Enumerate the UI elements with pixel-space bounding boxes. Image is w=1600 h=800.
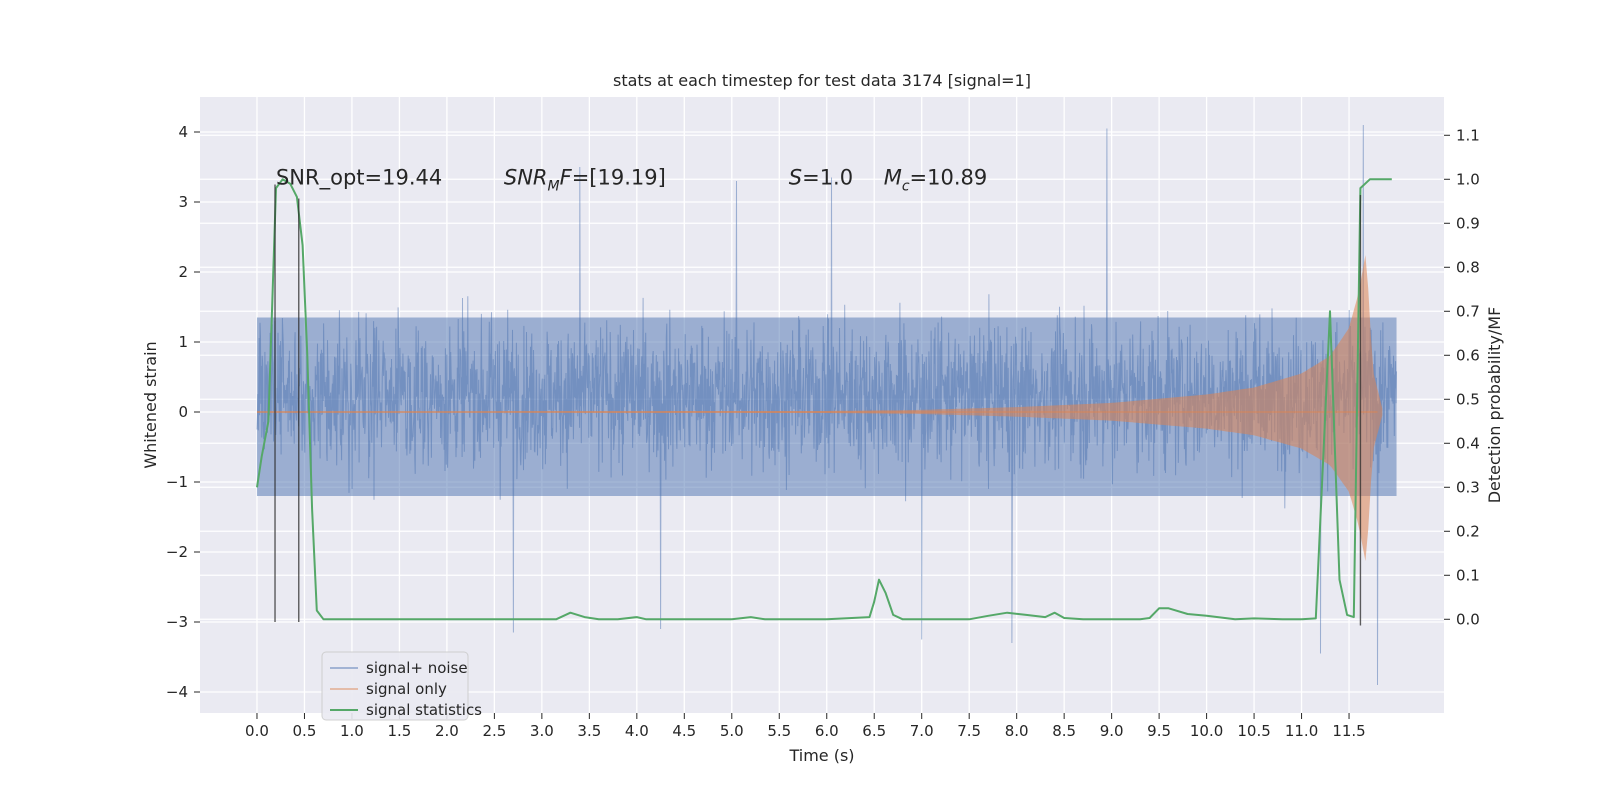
x-tick-label: 6.5 xyxy=(862,722,886,740)
y-right-tick-label: 0.9 xyxy=(1456,214,1480,232)
y-right-tick-label: 0.4 xyxy=(1456,434,1480,452)
y-tick-label: −1 xyxy=(166,473,188,491)
series-layer xyxy=(256,124,1397,686)
series-signal-only xyxy=(257,255,1383,562)
y-axis-label: Whitened strain xyxy=(141,341,160,468)
legend-label: signal statistics xyxy=(366,701,482,719)
y-right-tick-label: 1.1 xyxy=(1456,126,1480,144)
y-axis-ticks: −4 −3 −2 −1 0 1 2 3 4 xyxy=(166,123,200,701)
x-tick-label: 7.5 xyxy=(957,722,981,740)
x-tick-label: 6.0 xyxy=(815,722,839,740)
y-axis-right-ticks: 0.0 0.1 0.2 0.3 0.4 0.5 0.6 0.7 0.8 0.9 1.0 1.1 xyxy=(1444,126,1480,628)
x-tick-label: 10.0 xyxy=(1190,722,1223,740)
y-right-tick-label: 0.5 xyxy=(1456,390,1480,408)
y-tick-label: −4 xyxy=(166,683,188,701)
x-tick-label: 11.5 xyxy=(1332,722,1365,740)
legend-label: signal only xyxy=(366,680,447,698)
legend-box xyxy=(321,651,469,721)
stat-annotation: Mc=10.89 xyxy=(884,166,988,195)
y-right-tick-label: 0.1 xyxy=(1456,566,1480,584)
x-tick-label: 9.5 xyxy=(1147,722,1171,740)
annotations: SNR_opt=19.44 SNRMF=[19.19] S=1.0 Mc=10.89 xyxy=(276,166,987,195)
x-tick-label: 9.0 xyxy=(1100,722,1124,740)
x-tick-label: 4.5 xyxy=(672,722,696,740)
x-tick-label: 5.5 xyxy=(767,722,791,740)
stat-annotation: SNRMF=[19.19] xyxy=(504,166,666,195)
legend-label: signal+ noise xyxy=(366,659,468,677)
y-tick-label: 0 xyxy=(178,403,188,421)
y-right-tick-label: 0.3 xyxy=(1456,478,1480,496)
x-tick-label: 3.0 xyxy=(530,722,554,740)
x-tick-label: 0.5 xyxy=(293,722,317,740)
legend: signal+ noise signal only signal statistic… xyxy=(321,651,482,721)
x-tick-label: 10.5 xyxy=(1237,722,1270,740)
x-tick-label: 8.0 xyxy=(1005,722,1029,740)
x-tick-label: 3.5 xyxy=(577,722,601,740)
x-tick-label: 11.0 xyxy=(1285,722,1318,740)
stat-annotation: S=1.0 xyxy=(789,166,853,190)
x-tick-label: 2.5 xyxy=(482,722,506,740)
y-right-tick-label: 0.6 xyxy=(1456,346,1480,364)
stat-annotation: SNR_opt=19.44 xyxy=(276,166,442,191)
y-right-tick-label: 0.8 xyxy=(1456,258,1480,276)
x-tick-label: 0.0 xyxy=(245,722,269,740)
x-tick-label: 4.0 xyxy=(625,722,649,740)
y-tick-label: 2 xyxy=(178,263,188,281)
x-tick-label: 7.0 xyxy=(910,722,934,740)
y-tick-label: 4 xyxy=(178,123,188,141)
x-tick-label: 8.5 xyxy=(1052,722,1076,740)
x-axis-ticks: 0.0 0.5 1.0 1.5 2.0 2.5 3.0 3.5 4.0 4.5 5.0 5.5 6.0 6… xyxy=(245,713,1366,740)
y-axis-right-label: Detection probability/MF xyxy=(1485,307,1504,504)
x-axis-label: Time (s) xyxy=(788,746,854,765)
x-tick-label: 1.5 xyxy=(387,722,411,740)
x-tick-label: 5.0 xyxy=(720,722,744,740)
y-tick-label: 1 xyxy=(178,333,188,351)
x-tick-label: 2.0 xyxy=(435,722,459,740)
y-tick-label: −3 xyxy=(166,613,188,631)
y-right-tick-label: 0.2 xyxy=(1456,522,1480,540)
y-right-tick-label: 0.7 xyxy=(1456,302,1480,320)
y-tick-label: 3 xyxy=(178,193,188,211)
chart-title: stats at each timestep for test data 317… xyxy=(613,71,1031,90)
y-right-tick-label: 1.0 xyxy=(1456,170,1480,188)
y-right-tick-label: 0.0 xyxy=(1456,610,1480,628)
vertical-lines xyxy=(274,184,1362,626)
y-tick-label: −2 xyxy=(166,543,188,561)
x-tick-label: 1.0 xyxy=(340,722,364,740)
series-signal-statistics xyxy=(256,178,1392,621)
